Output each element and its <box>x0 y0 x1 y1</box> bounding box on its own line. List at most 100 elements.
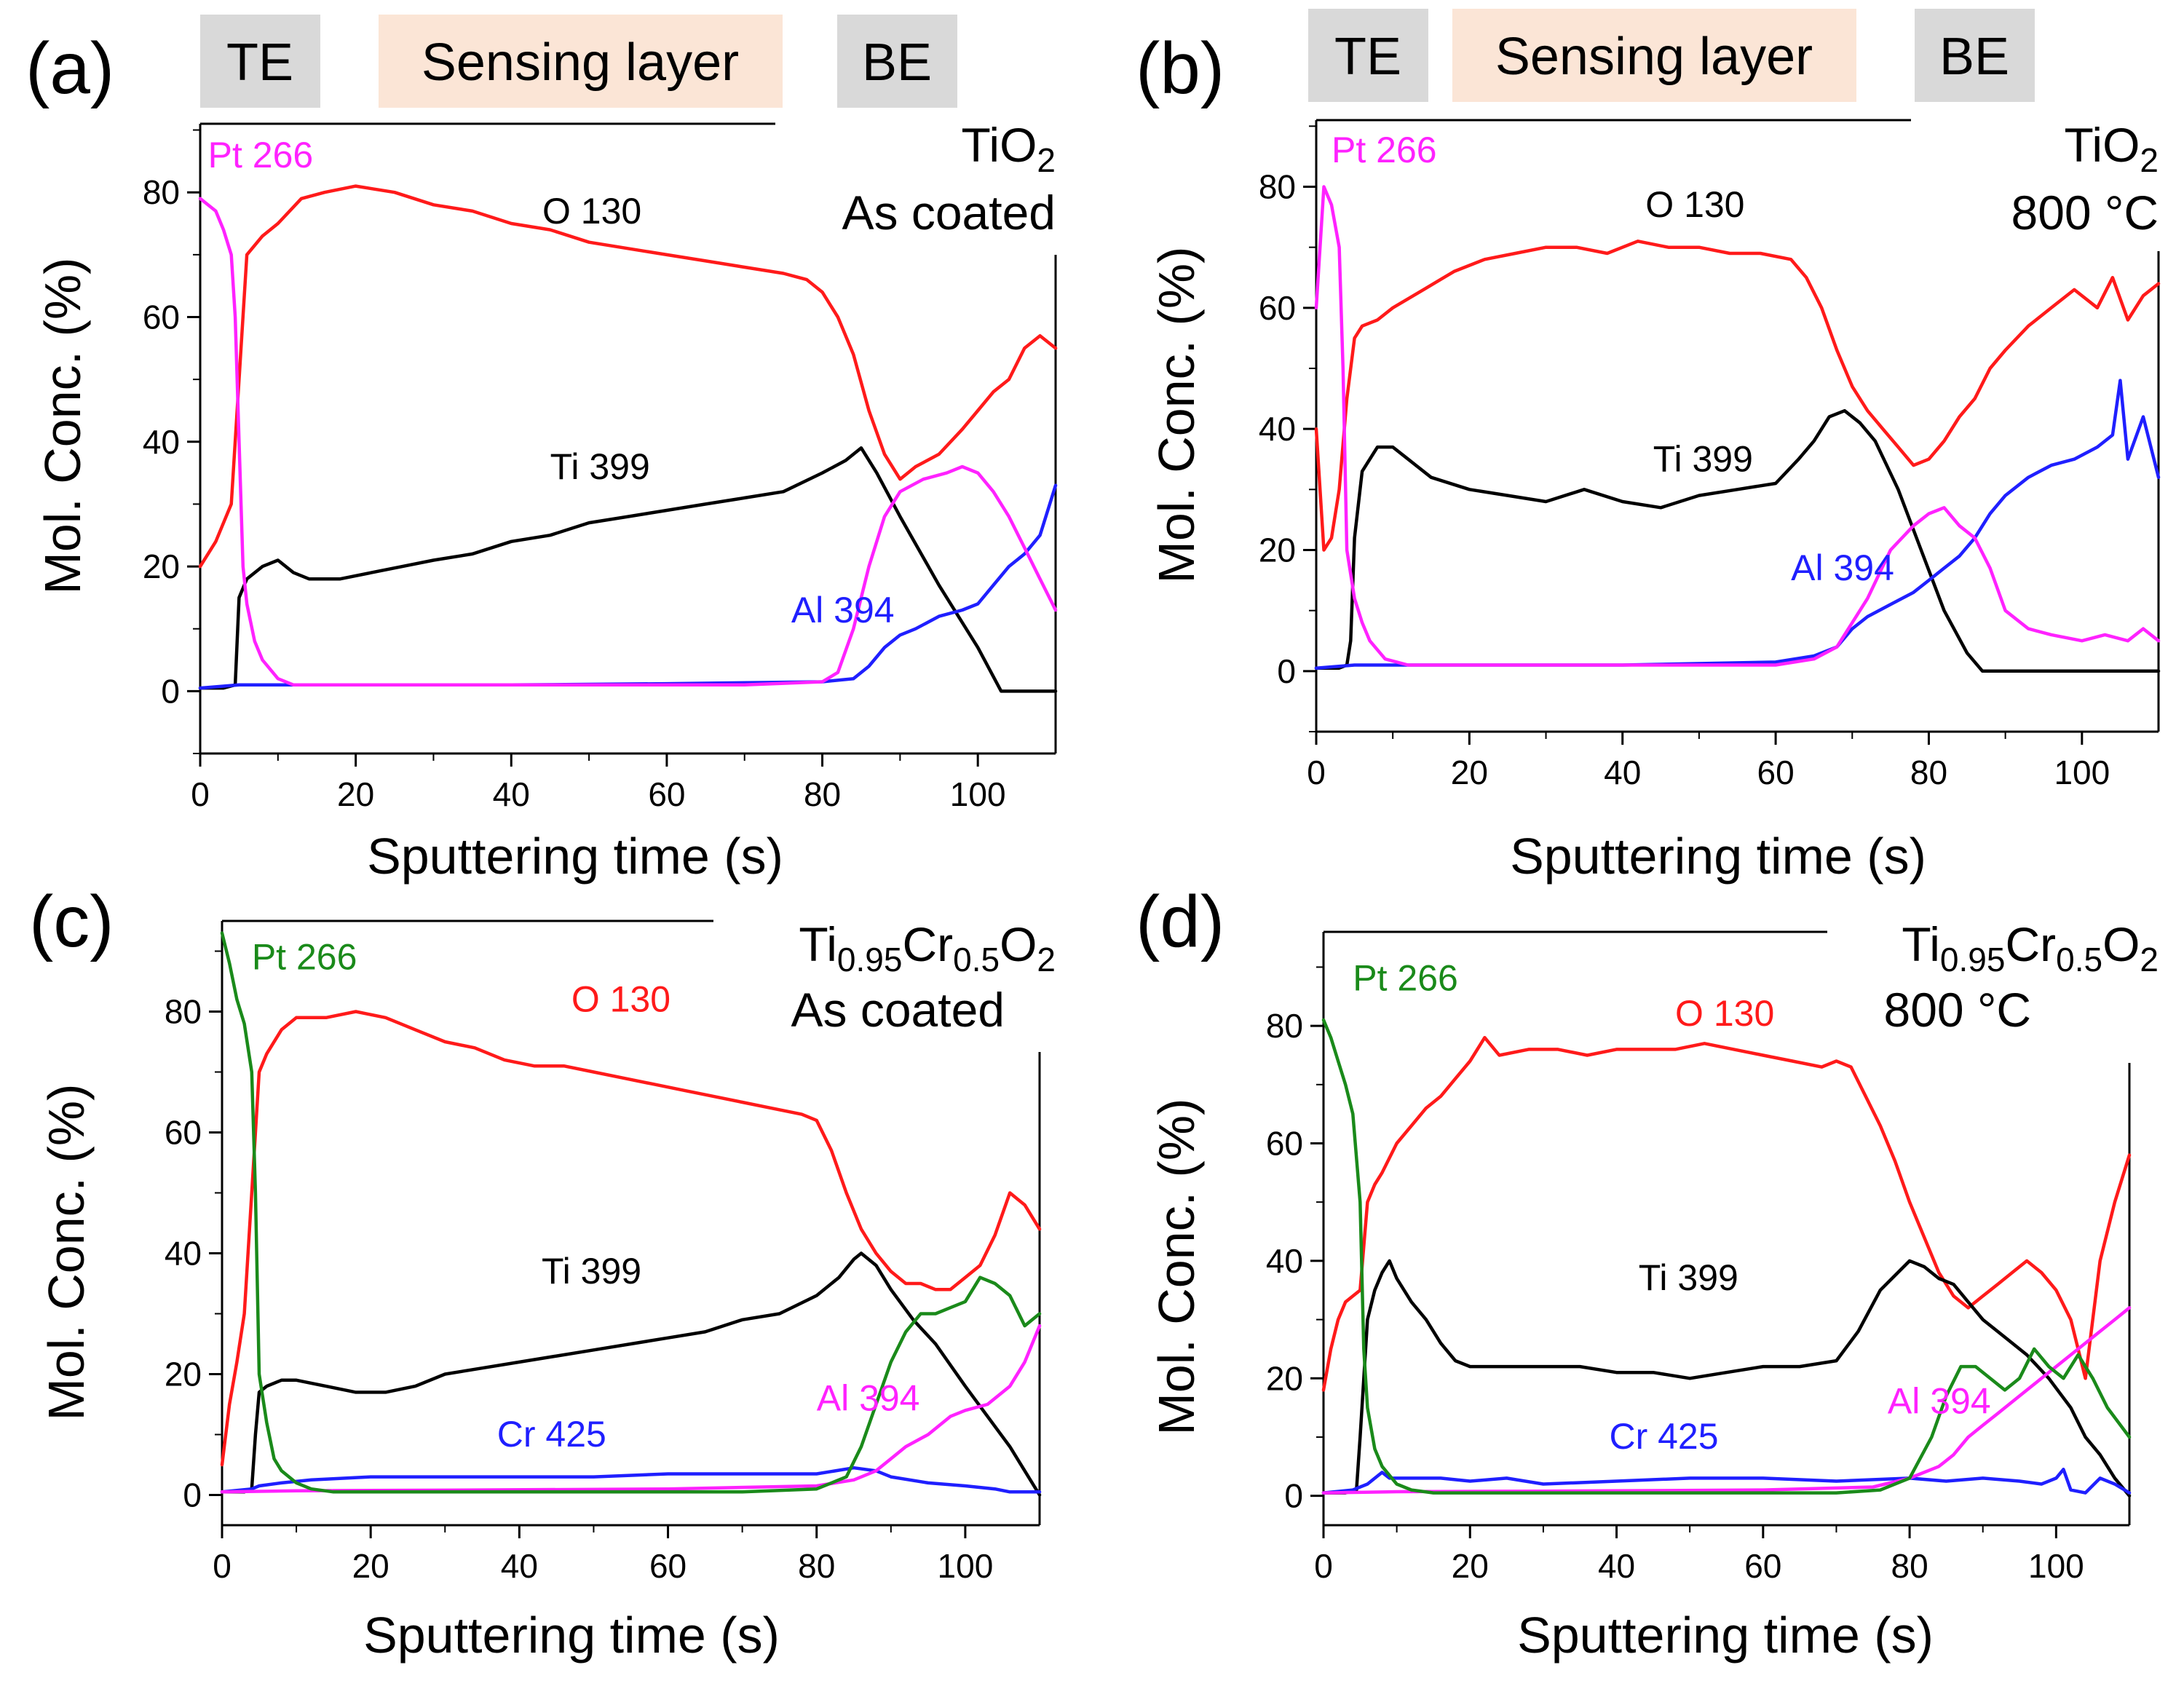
y-axis-title: Mol. Conc. (%) <box>1148 247 1205 584</box>
y-tick-label: 60 <box>165 1114 202 1152</box>
be-box <box>837 15 957 108</box>
x-tick-label: 20 <box>337 775 374 813</box>
curve-label-o-130: O 130 <box>542 191 641 232</box>
x-tick-label: 100 <box>2028 1547 2084 1585</box>
y-tick-label: 0 <box>183 1476 202 1514</box>
sensing-layer-box-label: Sensing layer <box>422 33 739 92</box>
y-tick-label: 80 <box>1259 167 1296 205</box>
panel-d: (d) Ti0.95Cr0.5O2 800 °C 0 20 40 60 80 100 0 20… <box>1136 881 2159 1664</box>
x-tick-label: 40 <box>1604 753 1641 791</box>
x-tick-label: 60 <box>1744 1547 1781 1585</box>
annotations-d: Pt 266 O 130 Ti 399 Cr 425 Al 394 <box>1353 958 1990 1457</box>
layer-header-b: TE Sensing layer BE <box>1308 9 2035 102</box>
y-axis-title: Mol. Conc. (%) <box>1148 1099 1205 1436</box>
series-line-al-394 <box>220 1324 1042 1494</box>
sensing-layer-box <box>379 15 783 108</box>
panel-label-a: (a) <box>25 28 114 109</box>
curve-label-o-130: O 130 <box>1645 184 1744 225</box>
curve-label-al-394: Al 394 <box>1888 1381 1991 1422</box>
curve-label-pt-266: Pt 266 <box>252 936 357 977</box>
series-line-al-394 <box>1314 379 2161 670</box>
curve-label-ti-399: Ti 399 <box>550 446 650 487</box>
y-tick-label: 60 <box>1259 289 1296 327</box>
axes-d: 0 20 40 60 80 100 0 20 40 60 80 <box>1266 930 2131 1585</box>
series-d <box>1321 1018 2132 1498</box>
curve-label-al-394: Al 394 <box>791 590 895 630</box>
series-line-ti-399 <box>198 446 1058 693</box>
sensing-layer-box <box>1452 9 1856 102</box>
te-box-label: TE <box>226 33 293 92</box>
curve-label-cr-425: Cr 425 <box>1609 1416 1718 1457</box>
panel-c: (c) Ti0.95Cr0.5O2 As coated 0 20 40 60 80 100… <box>29 881 1056 1664</box>
x-tick-label: 100 <box>2054 753 2110 791</box>
series-line-ti-399 <box>220 1251 1042 1497</box>
te-box <box>1308 9 1428 102</box>
panel-title-d: Ti0.95Cr0.5O2 800 °C <box>1883 917 2159 1037</box>
curve-label-pt-266: Pt 266 <box>1332 130 1437 170</box>
y-tick-label: 0 <box>1284 1477 1303 1515</box>
y-tick-label: 0 <box>161 672 180 710</box>
x-tick-label: 20 <box>1451 753 1488 791</box>
sample-composition: Ti0.95Cr0.5O2 <box>799 917 1056 978</box>
x-tick-label: 60 <box>1757 753 1795 791</box>
x-tick-label: 100 <box>950 775 1006 813</box>
x-tick-label: 80 <box>798 1547 835 1585</box>
panel-label-d: (d) <box>1136 881 1224 962</box>
be-box-label: BE <box>862 33 932 92</box>
x-tick-label: 60 <box>649 1547 687 1585</box>
x-axis-title: Sputtering time (s) <box>367 828 783 885</box>
panel-title-c: Ti0.95Cr0.5O2 As coated <box>791 917 1056 1037</box>
te-box <box>200 15 320 108</box>
be-box <box>1915 9 2035 102</box>
series-line-cr-425 <box>220 1465 1042 1494</box>
te-box-label: TE <box>1334 28 1401 86</box>
y-tick-label: 40 <box>1266 1242 1303 1280</box>
be-box-label: BE <box>1939 28 2009 86</box>
series-line-pt-266 <box>198 197 1058 687</box>
x-tick-label: 0 <box>191 775 210 813</box>
series-line-o-130 <box>220 1010 1042 1467</box>
series-line-ti-399 <box>1321 1259 2132 1498</box>
series-line-pt-266 <box>1321 1018 2132 1495</box>
x-tick-label: 20 <box>352 1547 389 1585</box>
x-axis-title: Sputtering time (s) <box>1510 828 1926 885</box>
panel-a: (a) TiO2 As coated 0 20 40 60 80 100 0 20 40 60 80… <box>25 28 1058 885</box>
y-tick-label: 0 <box>1277 652 1296 690</box>
series-b <box>1314 185 2161 673</box>
series-line-pt-266 <box>1314 185 2161 667</box>
annotations-a: Pt 266 O 130 Ti 399 Al 394 <box>208 135 895 630</box>
panel-label-c: (c) <box>29 881 114 962</box>
x-axis-title: Sputtering time (s) <box>363 1607 780 1664</box>
sensing-layer-box-label: Sensing layer <box>1495 28 1813 86</box>
x-tick-label: 80 <box>804 775 841 813</box>
x-tick-label: 40 <box>1598 1547 1635 1585</box>
curve-label-pt-266: Pt 266 <box>1353 958 1458 999</box>
curve-label-pt-266: Pt 266 <box>208 135 314 175</box>
axes-a: 0 20 40 60 80 100 0 20 40 60 80 <box>143 122 1057 813</box>
x-tick-label: 60 <box>648 775 685 813</box>
y-tick-label: 20 <box>143 547 180 585</box>
x-tick-label: 100 <box>938 1547 994 1585</box>
series-c <box>220 931 1042 1497</box>
layer-header-a: TE Sensing layer BE <box>200 15 957 108</box>
sample-condition: 800 °C <box>1883 983 2031 1037</box>
panel-b: (b) TiO2 800 °C 0 20 40 60 80 100 0 20 40 60 80 Pt… <box>1136 28 2161 885</box>
series-line-o-130 <box>1314 240 2161 552</box>
curve-label-al-394: Al 394 <box>1791 547 1894 588</box>
curve-label-cr-425: Cr 425 <box>497 1414 606 1455</box>
y-tick-label: 60 <box>143 298 180 336</box>
curve-label-al-394: Al 394 <box>817 1377 920 1418</box>
y-tick-label: 40 <box>1259 410 1296 448</box>
x-tick-label: 40 <box>501 1547 538 1585</box>
sample-composition: TiO2 <box>962 118 1056 179</box>
series-line-pt-266 <box>220 931 1042 1494</box>
x-tick-label: 40 <box>493 775 530 813</box>
panel-title-b: TiO2 800 °C <box>2011 118 2159 240</box>
x-tick-label: 0 <box>1307 753 1326 791</box>
curve-label-o-130: O 130 <box>1675 993 1774 1034</box>
sample-condition: 800 °C <box>2011 186 2159 240</box>
panel-title-a: TiO2 As coated <box>842 118 1056 240</box>
y-tick-label: 40 <box>165 1235 202 1273</box>
x-tick-label: 80 <box>1891 1547 1928 1585</box>
